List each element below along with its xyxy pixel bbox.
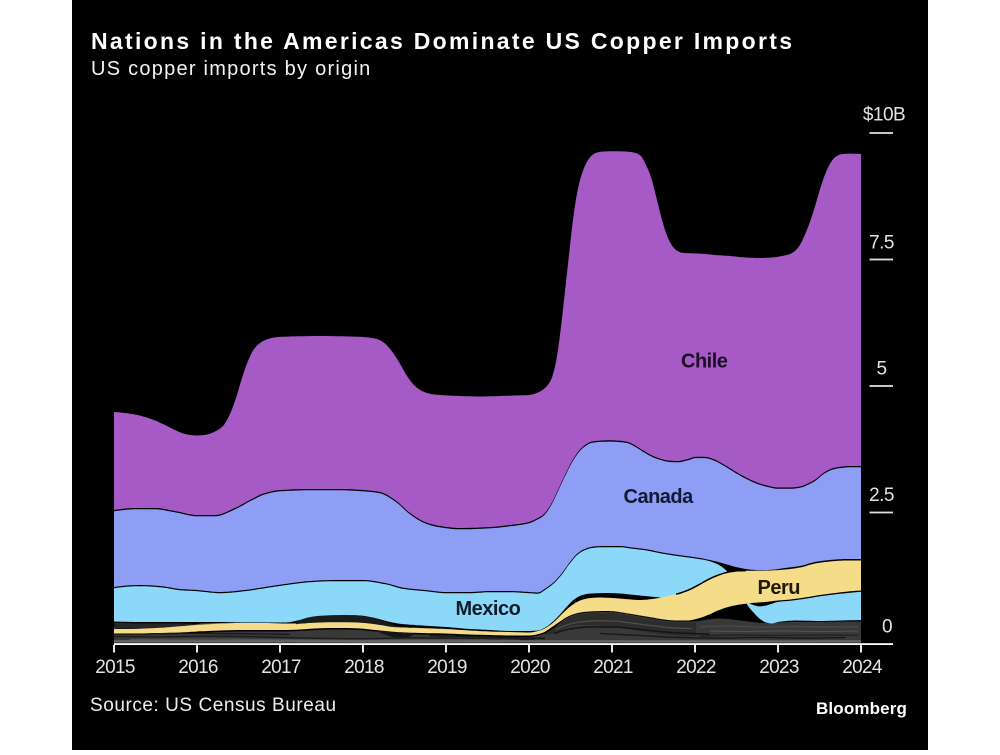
svg-text:$10B: $10B (863, 105, 905, 126)
svg-text:7.5: 7.5 (869, 233, 894, 254)
svg-text:Canada: Canada (624, 486, 695, 508)
svg-text:2.5: 2.5 (869, 485, 894, 506)
svg-text:5: 5 (876, 359, 886, 380)
svg-text:2018: 2018 (344, 657, 384, 678)
svg-text:Chile: Chile (681, 351, 728, 373)
svg-text:2021: 2021 (593, 657, 633, 678)
svg-text:Mexico: Mexico (456, 598, 521, 620)
svg-text:2023: 2023 (759, 657, 799, 678)
svg-text:Peru: Peru (758, 577, 800, 599)
svg-text:0: 0 (882, 617, 892, 638)
svg-text:2017: 2017 (261, 657, 301, 678)
svg-text:2020: 2020 (510, 657, 550, 678)
svg-text:2016: 2016 (178, 657, 218, 678)
svg-text:2022: 2022 (676, 657, 716, 678)
svg-text:2024: 2024 (842, 657, 883, 678)
svg-text:2015: 2015 (95, 657, 135, 678)
svg-text:2019: 2019 (427, 657, 467, 678)
